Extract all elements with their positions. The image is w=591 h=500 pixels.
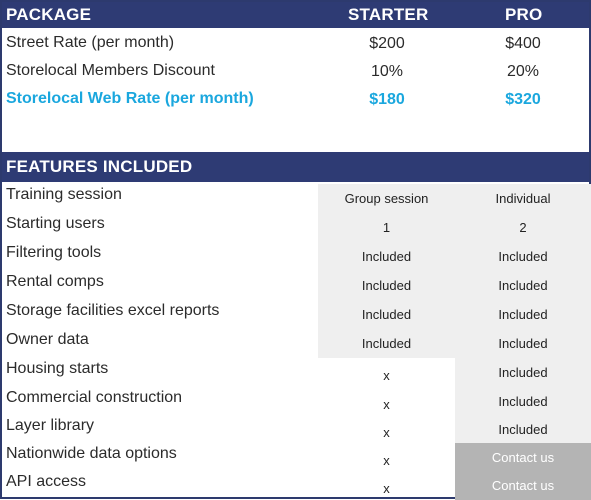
pro-discount-value: 20% (506, 63, 540, 80)
feature-row-api-access: API access x Contact us (2, 471, 591, 500)
pro-contact-us-cell: Contact us (455, 443, 591, 472)
feature-label: Commercial construction (6, 389, 183, 406)
feature-row-rental-comps: Rental comps Included Included (2, 271, 591, 300)
feature-row-commercial-construction: Commercial construction x Included (2, 387, 591, 416)
pro-web-rate-value: $320 (505, 91, 541, 108)
pro-feature-cell: Included (455, 329, 591, 358)
pro-feature-cell: Individual (455, 184, 591, 213)
pricing-row-members-discount: Storelocal Members Discount 10% 20% (2, 58, 589, 86)
starter-column-label: STARTER (348, 5, 429, 24)
feature-row-training-session: Training session Group session Individua… (2, 184, 591, 213)
feature-row-owner-data: Owner data Included Included (2, 329, 591, 358)
feature-row-filtering-tools: Filtering tools Included Included (2, 242, 591, 271)
pricing-row-street-rate: Street Rate (per month) $200 $400 (2, 30, 589, 58)
pro-feature-cell: 2 (455, 213, 591, 242)
package-column-label: PACKAGE (6, 5, 92, 24)
feature-label: Housing starts (6, 360, 109, 377)
feature-label: Storage facilities excel reports (6, 302, 220, 319)
starter-web-rate-value: $180 (369, 91, 405, 108)
pricing-row-web-rate: Storelocal Web Rate (per month) $180 $32… (2, 86, 589, 114)
features-header-title: FEATURES INCLUDED (6, 157, 193, 176)
starter-feature-cell: Included (318, 271, 455, 300)
starter-feature-cell: x (383, 368, 390, 383)
starter-price-value: $200 (369, 35, 405, 52)
starter-feature-cell: x (383, 425, 390, 440)
feature-row-nationwide-data: Nationwide data options x Contact us (2, 443, 591, 472)
feature-row-excel-reports: Storage facilities excel reports Include… (2, 300, 591, 329)
feature-label: Training session (6, 186, 122, 203)
feature-label: Starting users (6, 215, 105, 232)
feature-row-layer-library: Layer library x Included (2, 415, 591, 444)
starter-feature-cell: x (383, 397, 390, 412)
starter-feature-cell: Included (318, 300, 455, 329)
pro-feature-cell: Included (455, 415, 591, 444)
starter-feature-cell: Group session (318, 184, 455, 213)
starter-feature-cell: 1 (318, 213, 455, 242)
feature-label: Filtering tools (6, 244, 102, 261)
feature-label: Owner data (6, 331, 89, 348)
pro-feature-cell: Included (455, 387, 591, 416)
package-header-row: PACKAGE STARTER PRO (2, 2, 589, 28)
feature-row-housing-starts: Housing starts x Included (2, 358, 591, 387)
feature-label: Layer library (6, 417, 95, 434)
pro-feature-cell: Included (455, 242, 591, 271)
starter-discount-value: 10% (370, 63, 404, 80)
pro-feature-cell: Included (455, 300, 591, 329)
pro-price-value: $400 (505, 35, 541, 52)
pricing-row-label: Storelocal Web Rate (per month) (6, 90, 254, 107)
feature-label: Rental comps (6, 273, 104, 290)
feature-label: Nationwide data options (6, 445, 177, 462)
starter-feature-cell: x (383, 453, 390, 468)
feature-label: API access (6, 473, 87, 490)
pricing-row-label: Street Rate (per month) (6, 34, 175, 51)
feature-row-starting-users: Starting users 1 2 (2, 213, 591, 242)
pro-feature-cell: Included (455, 271, 591, 300)
pro-feature-cell: Included (455, 358, 591, 387)
pro-contact-us-cell: Contact us (455, 471, 591, 500)
starter-feature-cell: Included (318, 242, 455, 271)
starter-feature-cell: x (383, 481, 390, 496)
pro-column-label: PRO (505, 5, 543, 24)
starter-feature-cell: Included (318, 329, 455, 358)
pricing-row-label: Storelocal Members Discount (6, 62, 215, 79)
features-header-row: FEATURES INCLUDED (2, 152, 589, 182)
